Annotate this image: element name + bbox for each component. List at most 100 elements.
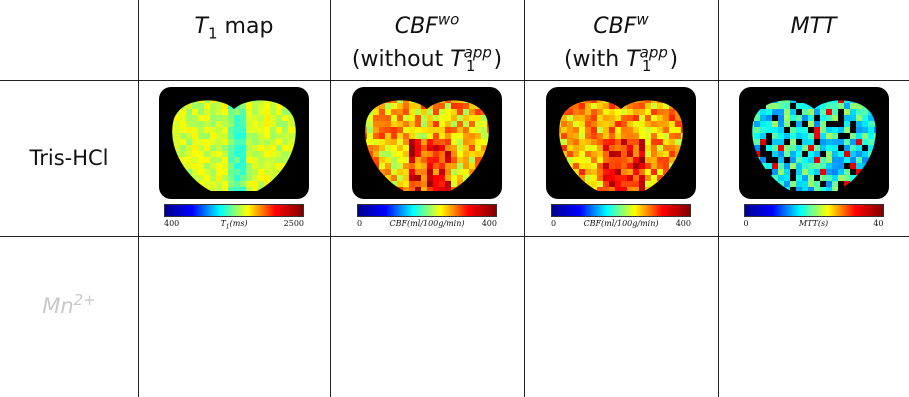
pixel — [445, 139, 451, 145]
pixel — [421, 133, 427, 139]
pixel — [421, 163, 427, 169]
pixel — [246, 103, 252, 109]
pixel — [403, 157, 409, 163]
pixel — [651, 109, 657, 115]
pixel — [790, 145, 796, 151]
pixel — [469, 115, 475, 121]
pixel — [627, 181, 633, 187]
pixel — [246, 139, 252, 145]
pixel — [198, 157, 204, 163]
pixel — [573, 121, 579, 127]
pixel — [850, 163, 856, 169]
pixel — [204, 139, 210, 145]
pixel — [850, 133, 856, 139]
pixel — [240, 151, 246, 157]
pixel — [573, 151, 579, 157]
pixel — [216, 151, 222, 157]
subscript: 1 — [642, 57, 652, 75]
symbol: CBF — [593, 14, 636, 39]
pixel — [802, 151, 808, 157]
pixel — [276, 145, 282, 151]
pixel — [657, 121, 663, 127]
pixel — [820, 145, 826, 151]
pixel — [234, 109, 240, 115]
pixel — [367, 139, 373, 145]
pixel — [591, 121, 597, 127]
colorbar-label: CBF(ml/100g/min) — [571, 219, 671, 228]
pixel — [282, 151, 288, 157]
pixel — [210, 175, 216, 181]
pixel — [766, 133, 772, 139]
pixel — [844, 103, 850, 109]
pixel — [784, 109, 790, 115]
pixel — [639, 115, 645, 121]
pixel — [760, 109, 766, 115]
pixel — [276, 157, 282, 163]
pixel — [633, 127, 639, 133]
pixel — [862, 139, 868, 145]
pixel — [621, 115, 627, 121]
pixel — [397, 115, 403, 121]
pixel — [796, 181, 802, 187]
pixel — [573, 139, 579, 145]
pixel — [585, 127, 591, 133]
pixel — [186, 139, 192, 145]
pixel — [585, 157, 591, 163]
pixel — [778, 139, 784, 145]
pixel — [784, 121, 790, 127]
pixel — [282, 115, 288, 121]
pixel — [663, 127, 669, 133]
pixel — [778, 121, 784, 127]
pixel — [409, 181, 415, 187]
pixel — [216, 145, 222, 151]
pixel — [373, 109, 379, 115]
pixel — [772, 145, 778, 151]
pixel — [379, 163, 385, 169]
colorbar-min: 0 — [551, 219, 556, 228]
pixel — [234, 175, 240, 181]
pixel — [421, 139, 427, 145]
pixel — [784, 139, 790, 145]
pixel — [409, 109, 415, 115]
pixel — [784, 175, 790, 181]
pixel — [240, 169, 246, 175]
pixel — [385, 163, 391, 169]
pixel — [373, 139, 379, 145]
pixel — [615, 163, 621, 169]
pixel — [240, 109, 246, 115]
pixel — [760, 121, 766, 127]
pixel — [264, 121, 270, 127]
pixel — [868, 127, 874, 133]
pixel — [421, 121, 427, 127]
pixel — [627, 169, 633, 175]
pixel — [603, 103, 609, 109]
pixel — [240, 115, 246, 121]
pixel — [609, 175, 615, 181]
pixel — [373, 145, 379, 151]
pixel — [657, 103, 663, 109]
pixel — [451, 127, 457, 133]
pixel — [373, 115, 379, 121]
pixel — [385, 157, 391, 163]
pixel — [838, 127, 844, 133]
pixel — [844, 145, 850, 151]
pixel — [433, 163, 439, 169]
pixel — [820, 181, 826, 187]
pixel — [621, 109, 627, 115]
pixel — [621, 163, 627, 169]
pixel — [621, 181, 627, 187]
pixel — [222, 115, 228, 121]
pixel — [427, 109, 433, 115]
pixel — [258, 103, 264, 109]
pixel — [246, 145, 252, 151]
pixel — [627, 133, 633, 139]
pixel — [844, 169, 850, 175]
pixel — [192, 157, 198, 163]
label-text: CBF(ml/100g/min) — [583, 219, 658, 228]
pixel — [216, 121, 222, 127]
pixel — [754, 139, 760, 145]
pixel — [784, 157, 790, 163]
pixel — [216, 115, 222, 121]
pixel — [790, 169, 796, 175]
pixel — [210, 163, 216, 169]
